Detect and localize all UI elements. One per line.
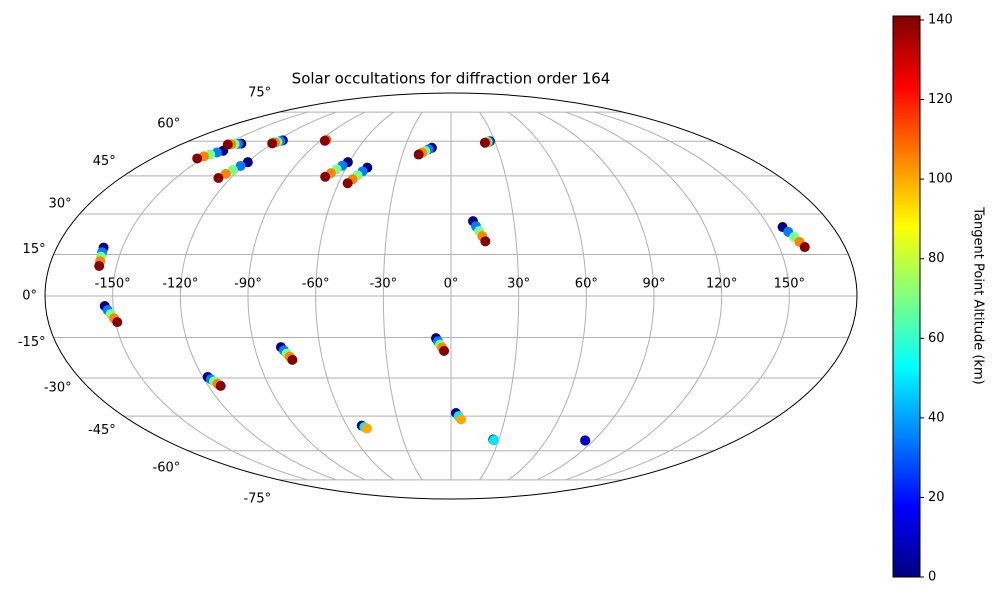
y-tick-label: 30° [49, 196, 72, 211]
colorbar-tick-label: 100 [928, 172, 953, 187]
grid-line [507, 111, 587, 481]
occultation-point [94, 261, 105, 272]
colorbar-tick-label: 80 [928, 251, 945, 266]
occultation-point [235, 160, 246, 171]
x-tick-label: 90° [642, 277, 665, 292]
y-tick-label: 75° [248, 85, 271, 100]
occultation-point [413, 149, 424, 160]
grid-line [479, 111, 520, 481]
grid-line [536, 111, 655, 481]
y-tick-label: -60° [153, 461, 181, 476]
occultation-point [799, 242, 810, 253]
x-tick-label: 60° [575, 277, 598, 292]
x-tick-label: 150° [774, 277, 805, 292]
grid-line [565, 111, 723, 481]
x-tick-label: 0° [444, 277, 459, 292]
y-tick-label: -30° [44, 381, 72, 396]
occultation-point [220, 168, 231, 179]
y-tick-label: 60° [157, 116, 180, 131]
occultation-point [192, 153, 203, 164]
occultation-point [488, 435, 499, 446]
occultation-point [287, 354, 298, 365]
occultation-point [112, 317, 123, 328]
occultation-point [361, 423, 372, 434]
occultation-point [580, 435, 591, 446]
colorbar-tick-label: 40 [928, 410, 945, 425]
y-tick-label: -15° [18, 335, 46, 350]
x-tick-label: 30° [507, 277, 530, 292]
grid-line [594, 111, 790, 481]
occultation-point [439, 345, 450, 356]
occultation-point [320, 171, 331, 182]
colorbar-tick-label: 140 [928, 12, 953, 27]
occultation-point [479, 137, 490, 148]
y-tick-label: 15° [23, 242, 46, 257]
colorbar-label: Tangent Point Altitude (km) [971, 206, 986, 384]
x-tick-label: -30° [369, 277, 397, 292]
y-tick-label: -45° [88, 423, 116, 438]
map-boundary [44, 92, 858, 500]
occultation-point [319, 135, 330, 146]
x-tick-label: 120° [706, 277, 737, 292]
y-tick-label: -75° [243, 492, 271, 507]
x-tick-label: -60° [302, 277, 330, 292]
occultation-point [267, 138, 278, 149]
occultation-point [215, 380, 226, 391]
y-tick-label: 45° [93, 154, 116, 169]
grid-line [112, 111, 308, 481]
occultation-point [456, 414, 467, 425]
occultation-point [222, 139, 233, 150]
x-tick-label: -90° [234, 277, 262, 292]
occultation-point [480, 236, 491, 247]
colorbar-tick-label: 20 [928, 490, 945, 505]
occultation-point [213, 173, 224, 184]
chart-title: Solar occultations for diffraction order… [292, 70, 611, 88]
colorbar-tick-label: 60 [928, 331, 945, 346]
x-tick-label: -120° [162, 277, 198, 292]
y-tick-label: 0° [22, 289, 37, 304]
colorbar [892, 15, 921, 578]
x-tick-label: -150° [95, 277, 131, 292]
colorbar-tick-label: 120 [928, 92, 953, 107]
grid-line [382, 111, 423, 481]
grid-line [247, 111, 366, 481]
colorbar-tick-label: 0 [928, 570, 936, 585]
occultation-point [342, 178, 353, 189]
